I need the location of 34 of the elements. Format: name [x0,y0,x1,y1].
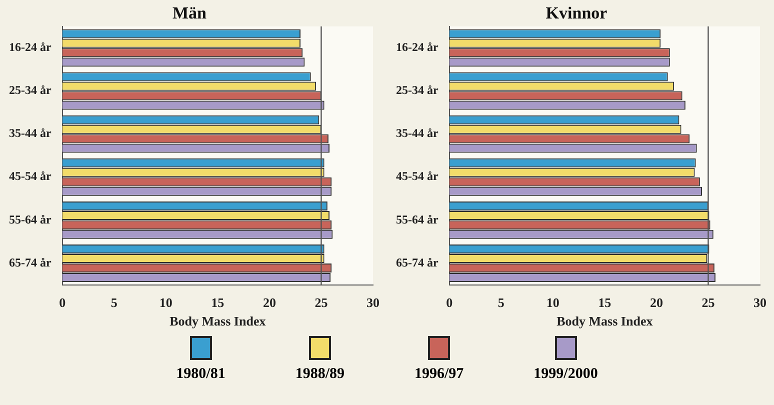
x-tick-label: 0 [446,294,453,310]
x-axis-title: Body Mass Index [556,314,654,329]
x-tick-label: 10 [159,294,172,310]
legend-label: 1999/2000 [534,366,598,383]
x-tick-label: 10 [546,294,560,310]
chart-title: Kvinnor [546,4,608,23]
y-tick-label: 45-54 år [8,169,52,184]
x-tick-label: 0 [59,294,66,310]
x-tick-label: 5 [498,294,505,310]
x-tick-label: 15 [598,294,612,310]
x-tick-label: 20 [262,294,276,310]
y-tick-label: 65-74 år [396,255,439,270]
chart-title: Män [172,4,208,23]
y-tick-label: 16-24 år [8,40,52,54]
x-tick-label: 5 [110,294,118,310]
x-tick-label: 25 [702,294,716,310]
legend-label: 1988/89 [295,366,344,383]
y-tick-label: 45-54 år [396,169,439,184]
y-tick-label: 25-34 år [396,83,439,98]
y-tick-label: 35-44 år [8,126,52,140]
legend-label: 1980/81 [176,366,226,383]
x-tick-label: 20 [650,294,663,310]
y-tick-label: 25-34 år [8,83,52,98]
x-tick-label: 30 [366,294,380,310]
y-tick-label: 35-44 år [396,126,439,140]
y-tick-label: 16-24 år [396,40,439,54]
x-axis-title: Body Mass Index [170,314,266,329]
y-tick-label: 65-74 år [8,255,52,270]
legend-label: 1996/97 [414,366,464,383]
x-tick-label: 30 [754,294,766,310]
y-tick-label: 55-64 år [396,212,439,226]
y-tick-label: 55-64 år [8,212,52,226]
x-tick-label: 15 [211,294,225,310]
x-tick-label: 25 [314,294,328,310]
